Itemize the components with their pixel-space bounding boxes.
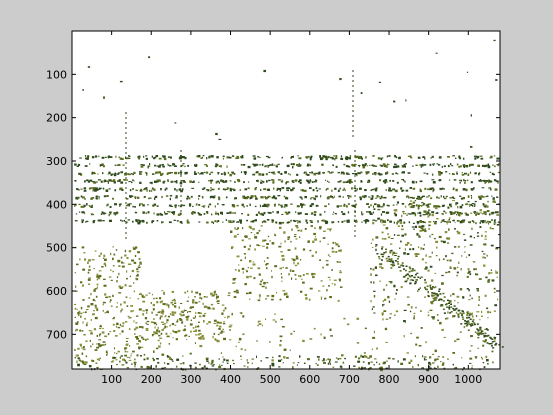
y-tick-label: 100 <box>46 68 67 81</box>
x-tick-label: 500 <box>260 373 281 386</box>
y-tick-label: 500 <box>46 242 67 255</box>
x-tick-label: 100 <box>101 373 122 386</box>
x-tick-label: 600 <box>299 373 320 386</box>
x-tick-label: 300 <box>180 373 201 386</box>
image-pixels <box>74 39 504 372</box>
x-tick-label: 200 <box>141 373 162 386</box>
x-tick-labels: 100 200 300 400 500 600 700 800 900 1000 <box>101 373 482 386</box>
y-tick-label: 400 <box>46 198 67 211</box>
axes-frame <box>71 30 501 370</box>
axis-ticks <box>72 31 500 369</box>
y-tick-label: 200 <box>46 112 67 125</box>
x-tick-label: 800 <box>379 373 400 386</box>
y-tick-labels: 100 200 300 400 500 600 700 <box>46 68 67 341</box>
x-tick-label: 400 <box>220 373 241 386</box>
x-tick-label: 900 <box>418 373 439 386</box>
y-tick-label: 700 <box>46 328 67 341</box>
x-tick-label: 700 <box>339 373 360 386</box>
axes-background <box>72 31 500 369</box>
y-tick-label: 300 <box>46 155 67 168</box>
x-tick-label: 1000 <box>454 373 482 386</box>
y-tick-label: 600 <box>46 285 67 298</box>
